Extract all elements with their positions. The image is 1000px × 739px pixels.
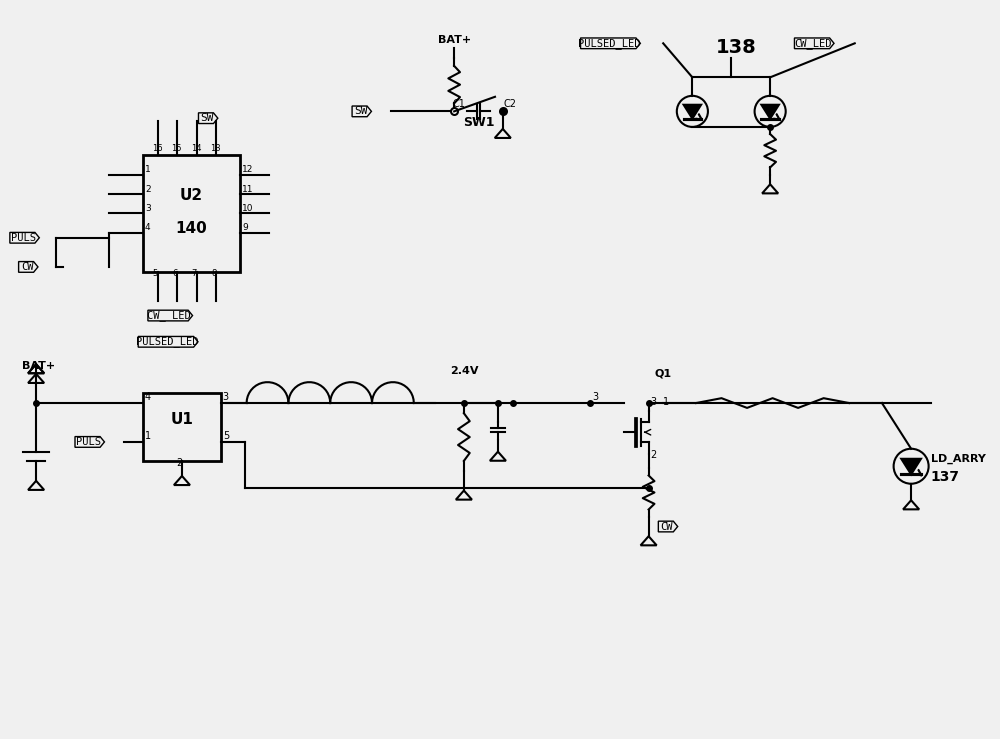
Text: 140: 140 (176, 220, 208, 236)
Text: 5: 5 (153, 269, 158, 278)
Text: CW: CW (661, 522, 673, 531)
Polygon shape (901, 459, 921, 474)
Text: SW1: SW1 (463, 116, 494, 129)
Text: 2: 2 (651, 451, 657, 460)
Text: 7: 7 (192, 269, 197, 278)
Text: PULSED_LED: PULSED_LED (136, 336, 198, 347)
Text: BAT+: BAT+ (22, 361, 55, 371)
Text: 15: 15 (171, 144, 182, 153)
Text: BAT+: BAT+ (438, 35, 471, 45)
Text: Q1: Q1 (655, 369, 672, 379)
Text: 3: 3 (651, 397, 657, 407)
Text: SW: SW (200, 113, 214, 123)
Text: 3: 3 (223, 392, 229, 402)
Text: 9: 9 (242, 223, 248, 233)
Text: U2: U2 (180, 188, 203, 203)
Text: PULS: PULS (11, 233, 36, 243)
Text: SW: SW (354, 106, 367, 116)
Text: 1: 1 (663, 397, 669, 407)
Text: U1: U1 (171, 412, 193, 427)
Text: CW_ LED: CW_ LED (147, 310, 191, 321)
Text: PULSED_LED: PULSED_LED (578, 38, 640, 49)
Text: 2.4V: 2.4V (450, 366, 478, 376)
Text: 3: 3 (592, 392, 598, 402)
Text: 4: 4 (145, 223, 151, 233)
Text: C1: C1 (452, 98, 465, 109)
Text: CW_LED: CW_LED (794, 38, 832, 49)
Text: 137: 137 (931, 470, 960, 484)
Text: 5: 5 (223, 431, 229, 441)
Text: 14: 14 (191, 144, 201, 153)
Text: 8: 8 (211, 269, 216, 278)
Text: 13: 13 (210, 144, 221, 153)
Text: C2: C2 (504, 98, 517, 109)
Text: 1: 1 (145, 431, 151, 441)
Text: CW: CW (21, 262, 33, 272)
Polygon shape (684, 105, 701, 119)
Text: PULS: PULS (76, 437, 101, 447)
Text: 1: 1 (145, 165, 151, 174)
Text: 10: 10 (242, 204, 254, 213)
Text: 3: 3 (145, 204, 151, 213)
Text: 6: 6 (172, 269, 178, 278)
Text: 138: 138 (716, 38, 756, 57)
Text: LD_ARRY: LD_ARRY (931, 453, 985, 463)
Polygon shape (761, 105, 779, 119)
Text: 11: 11 (242, 185, 254, 194)
Text: 12: 12 (242, 165, 254, 174)
Text: 4: 4 (145, 392, 151, 402)
Text: 16: 16 (152, 144, 162, 153)
Text: 2: 2 (145, 185, 151, 194)
Text: 2: 2 (176, 458, 182, 469)
